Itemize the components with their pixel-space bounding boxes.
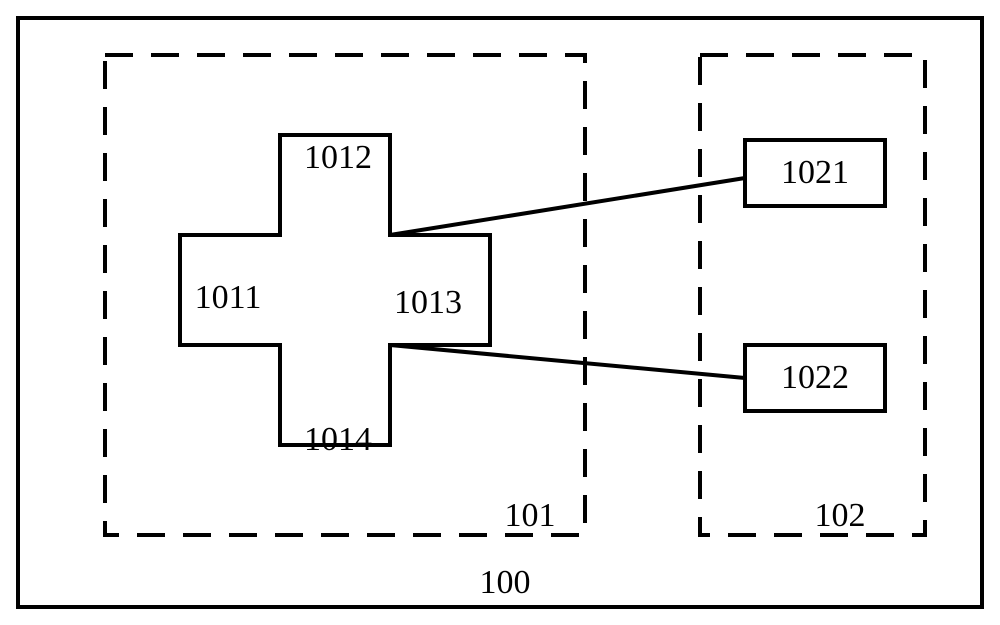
label-1014: 1014 xyxy=(304,421,372,458)
label-102: 102 xyxy=(815,497,866,534)
label-1012: 1012 xyxy=(304,139,372,176)
label-100: 100 xyxy=(480,564,531,601)
connector-1021 xyxy=(390,178,745,235)
label-1011: 1011 xyxy=(195,279,262,316)
connector-1022 xyxy=(390,345,745,378)
dashed-box-102 xyxy=(700,55,925,535)
label-101: 101 xyxy=(505,497,556,534)
label-1021: 1021 xyxy=(781,154,849,191)
label-1013: 1013 xyxy=(394,284,462,321)
label-1022: 1022 xyxy=(781,359,849,396)
